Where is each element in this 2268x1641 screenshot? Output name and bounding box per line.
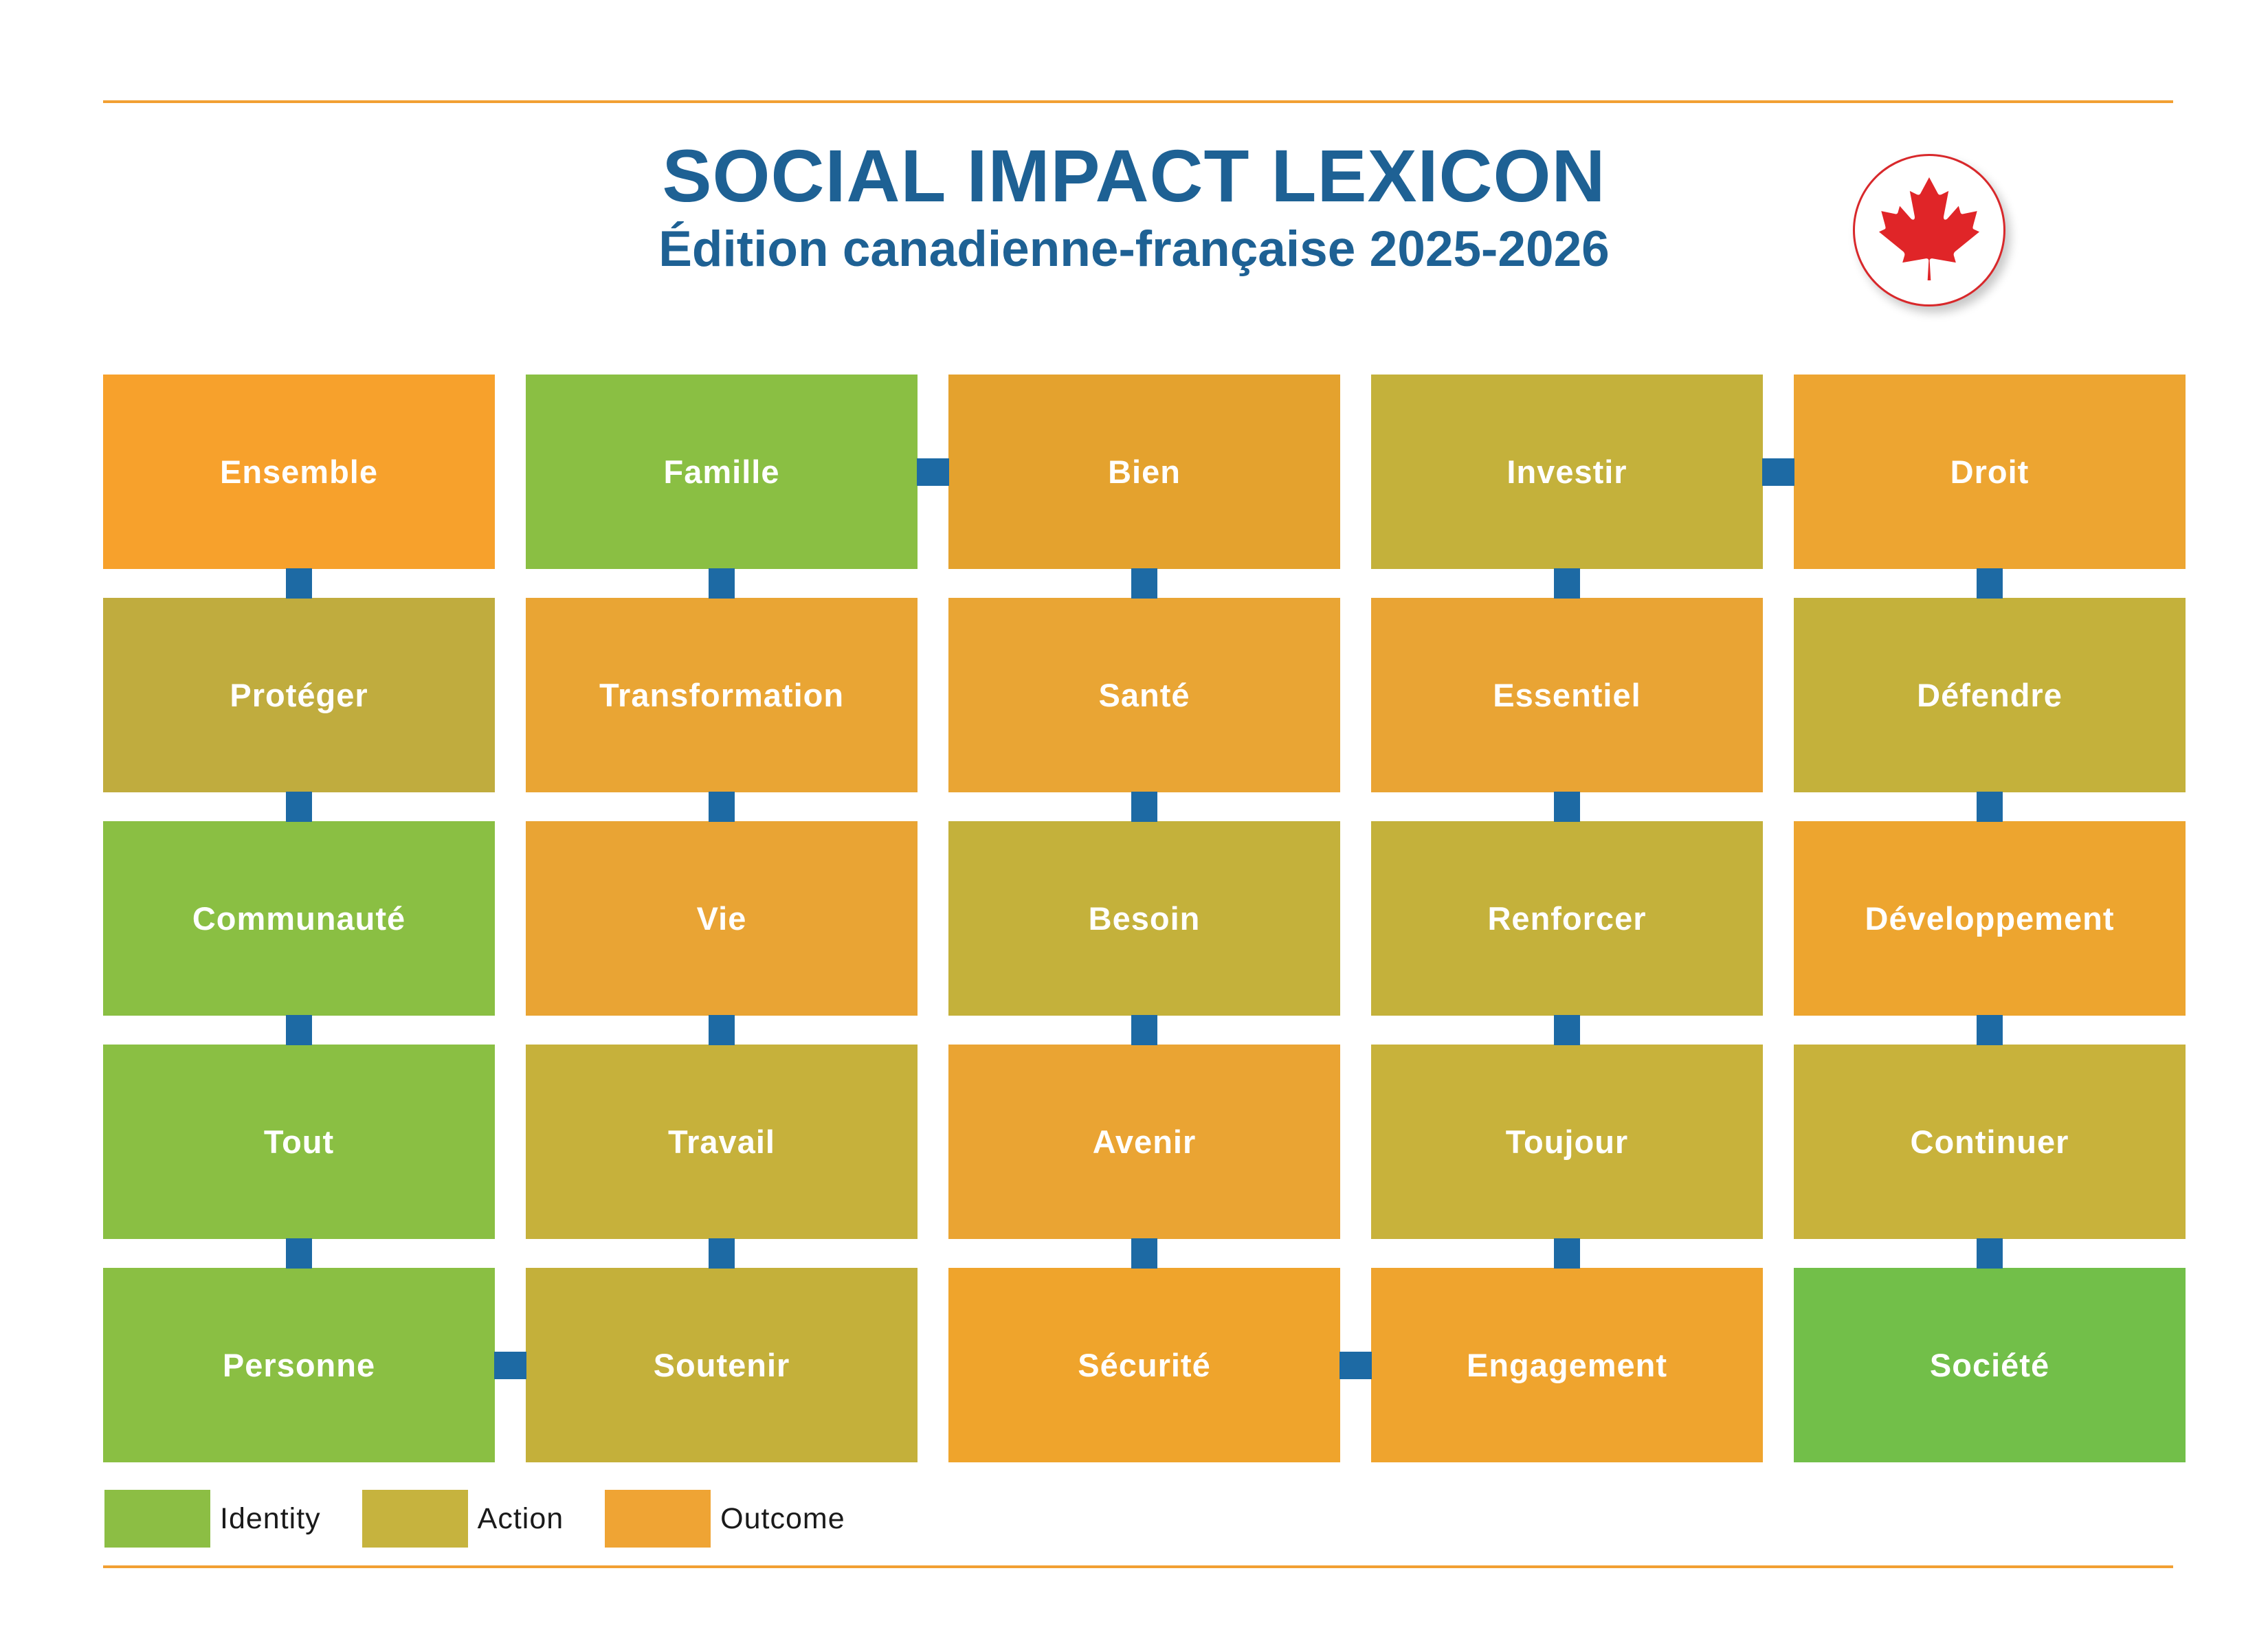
- page-title: SOCIAL IMPACT LEXICON: [662, 134, 1606, 217]
- tile-label: Société: [1929, 1347, 2050, 1383]
- legend-item-action: Action: [362, 1490, 564, 1548]
- tile-securite: Sécurité: [948, 1268, 1340, 1462]
- tile-label: Tout: [263, 1124, 335, 1160]
- tile-label: Vie: [696, 900, 747, 937]
- tile-label: Santé: [1098, 677, 1190, 713]
- header: SOCIAL IMPACT LEXICON Édition canadienne…: [103, 134, 2165, 277]
- canada-logo-badge: [1853, 154, 2005, 306]
- legend-label: Outcome: [720, 1502, 845, 1535]
- tile-defendre: Défendre: [1794, 598, 2186, 792]
- tile-label: Toujour: [1505, 1124, 1629, 1160]
- tile-renforcer: Renforcer: [1371, 821, 1763, 1016]
- tile-label: Renforcer: [1487, 900, 1647, 937]
- tile-essentiel: Essentiel: [1371, 598, 1763, 792]
- tile-communaute: Communauté: [103, 821, 495, 1016]
- tile-label: Besoin: [1088, 900, 1201, 937]
- tile-engagement: Engagement: [1371, 1268, 1763, 1462]
- tile-label: Développement: [1865, 900, 2115, 937]
- tile-label: Travail: [668, 1124, 775, 1160]
- legend-item-outcome: Outcome: [605, 1490, 845, 1548]
- tile-label: Communauté: [192, 900, 406, 937]
- tile-investir: Investir: [1371, 375, 1763, 569]
- tile-label: Ensemble: [219, 454, 379, 490]
- tile-societe: Société: [1794, 1268, 2186, 1462]
- tile-besoin: Besoin: [948, 821, 1340, 1016]
- tile-bien: Bien: [948, 375, 1340, 569]
- tile-label: Avenir: [1092, 1124, 1197, 1160]
- tile-label: Droit: [1950, 454, 2030, 490]
- tile-developpement: Développement: [1794, 821, 2186, 1016]
- tile-label: Continuer: [1910, 1124, 2069, 1160]
- tile-label: Défendre: [1917, 677, 2063, 713]
- tile-label: Sécurité: [1078, 1347, 1211, 1383]
- tile-transformation: Transformation: [526, 598, 918, 792]
- legend-label: Identity: [220, 1502, 321, 1535]
- tile-label: Personne: [222, 1347, 376, 1383]
- legend-color-chip: [362, 1490, 468, 1548]
- page-subtitle: Édition canadienne-française 2025-2026: [658, 221, 1610, 277]
- tile-tout: Tout: [103, 1045, 495, 1239]
- tile-label: Transformation: [599, 677, 845, 713]
- tile-label: Bien: [1108, 454, 1181, 490]
- tile-sante: Santé: [948, 598, 1340, 792]
- legend-label: Action: [477, 1502, 564, 1535]
- maple-leaf-icon: [1871, 170, 1988, 291]
- tile-soutenir: Soutenir: [526, 1268, 918, 1462]
- tile-droit: Droit: [1794, 375, 2186, 569]
- tile-label: Engagement: [1466, 1347, 1668, 1383]
- tile-avenir: Avenir: [948, 1045, 1340, 1239]
- top-divider-line: [103, 100, 2173, 103]
- tile-proteger: Protéger: [103, 598, 495, 792]
- tile-toujour: Toujour: [1371, 1045, 1763, 1239]
- legend-color-chip: [605, 1490, 711, 1548]
- tile-famille: Famille: [526, 375, 918, 569]
- tile-personne: Personne: [103, 1268, 495, 1462]
- bottom-divider-line: [103, 1565, 2173, 1568]
- tile-ensemble: Ensemble: [103, 375, 495, 569]
- tile-label: Investir: [1507, 454, 1627, 490]
- tile-label: Soutenir: [653, 1347, 790, 1383]
- tile-label: Famille: [663, 454, 780, 490]
- tile-continuer: Continuer: [1794, 1045, 2186, 1239]
- legend-item-identity: Identity: [104, 1490, 321, 1548]
- tile-vie: Vie: [526, 821, 918, 1016]
- tile-label: Essentiel: [1493, 677, 1641, 713]
- tile-label: Protéger: [230, 677, 368, 713]
- tile-travail: Travail: [526, 1045, 918, 1239]
- legend: Identity Action Outcome: [104, 1490, 887, 1548]
- legend-color-chip: [104, 1490, 210, 1548]
- lexicon-grid: Ensemble Famille Bien Investir Droit Protéger…: [103, 375, 2186, 1462]
